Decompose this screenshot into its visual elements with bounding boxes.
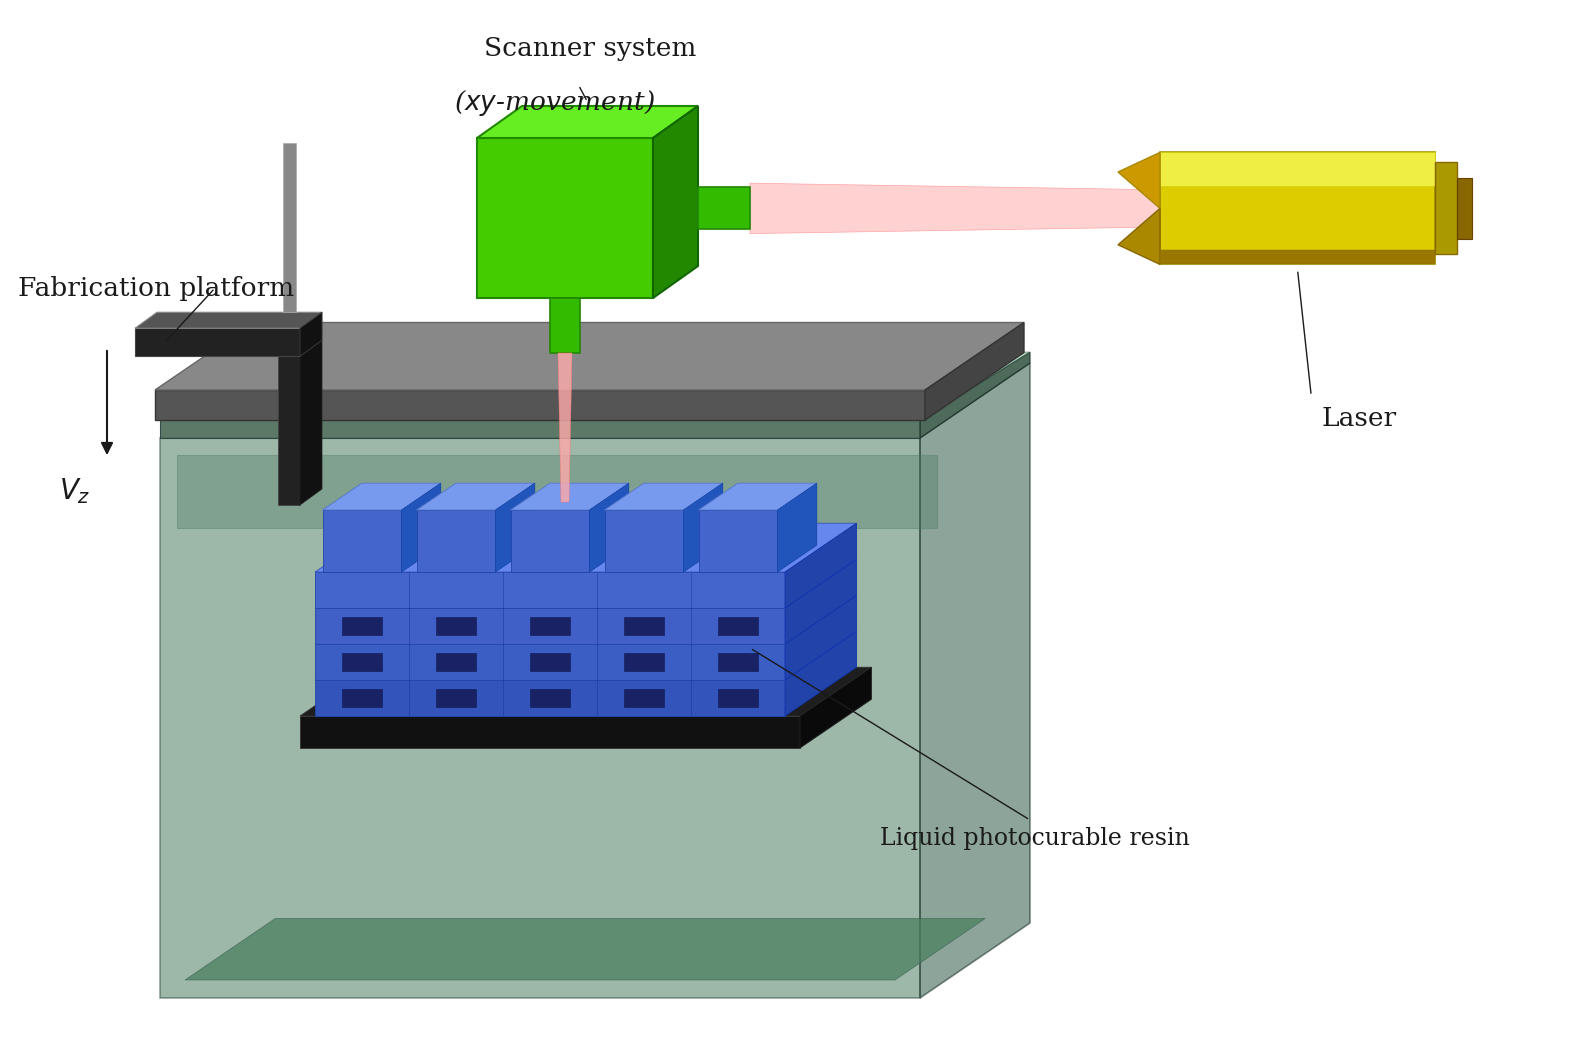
Polygon shape xyxy=(154,390,925,420)
Polygon shape xyxy=(784,631,857,716)
Polygon shape xyxy=(161,420,920,438)
Bar xyxy=(342,689,381,707)
Text: $V_z$: $V_z$ xyxy=(60,476,91,506)
Polygon shape xyxy=(315,644,784,680)
Bar xyxy=(624,653,663,671)
Polygon shape xyxy=(315,559,857,608)
Polygon shape xyxy=(315,595,857,644)
Polygon shape xyxy=(176,455,937,527)
Polygon shape xyxy=(416,484,536,510)
Text: ($xy$-movement): ($xy$-movement) xyxy=(455,88,655,118)
Polygon shape xyxy=(605,510,684,572)
Polygon shape xyxy=(315,608,784,644)
Polygon shape xyxy=(784,523,857,608)
Bar xyxy=(1457,178,1473,239)
Polygon shape xyxy=(315,680,784,716)
Bar xyxy=(531,689,570,707)
Polygon shape xyxy=(605,484,723,510)
Polygon shape xyxy=(323,510,402,572)
Text: Scanner system: Scanner system xyxy=(484,35,696,61)
Bar xyxy=(284,142,296,313)
Bar xyxy=(624,617,663,635)
Polygon shape xyxy=(161,352,1030,420)
Polygon shape xyxy=(654,106,698,298)
Bar xyxy=(1161,251,1435,265)
Polygon shape xyxy=(154,322,1024,390)
Polygon shape xyxy=(750,183,1184,234)
Polygon shape xyxy=(699,510,778,572)
Polygon shape xyxy=(402,484,441,572)
Polygon shape xyxy=(784,595,857,680)
Bar xyxy=(550,298,580,353)
Polygon shape xyxy=(920,362,1030,998)
Bar xyxy=(1161,152,1435,186)
Polygon shape xyxy=(315,631,857,680)
Polygon shape xyxy=(800,668,871,748)
Polygon shape xyxy=(558,353,572,502)
Bar xyxy=(1161,152,1435,265)
Polygon shape xyxy=(925,322,1024,420)
Polygon shape xyxy=(920,352,1030,438)
Polygon shape xyxy=(496,484,536,572)
Bar xyxy=(698,187,750,230)
Bar xyxy=(436,617,476,635)
Polygon shape xyxy=(416,510,496,572)
Polygon shape xyxy=(699,484,817,510)
Bar xyxy=(718,689,758,707)
Bar xyxy=(531,617,570,635)
Polygon shape xyxy=(135,328,299,356)
Polygon shape xyxy=(784,559,857,644)
Polygon shape xyxy=(477,106,698,138)
Polygon shape xyxy=(299,340,321,505)
Polygon shape xyxy=(1118,208,1161,265)
Bar xyxy=(624,689,663,707)
Bar xyxy=(531,653,570,671)
Bar xyxy=(342,617,381,635)
Polygon shape xyxy=(684,484,723,572)
Polygon shape xyxy=(323,484,441,510)
Polygon shape xyxy=(135,313,321,328)
Polygon shape xyxy=(315,523,857,572)
Polygon shape xyxy=(510,484,628,510)
Bar xyxy=(342,653,381,671)
Polygon shape xyxy=(299,716,800,748)
Polygon shape xyxy=(184,918,986,980)
Polygon shape xyxy=(315,572,784,608)
Text: Fabrication platform: Fabrication platform xyxy=(17,275,295,301)
Polygon shape xyxy=(299,668,871,716)
Polygon shape xyxy=(161,438,920,998)
Polygon shape xyxy=(279,356,299,505)
Bar xyxy=(718,653,758,671)
Text: Liquid photocurable resin: Liquid photocurable resin xyxy=(880,827,1189,849)
Text: Laser: Laser xyxy=(1321,405,1397,431)
Bar xyxy=(1435,163,1457,254)
Polygon shape xyxy=(477,138,654,298)
Bar xyxy=(436,653,476,671)
Polygon shape xyxy=(510,510,589,572)
Polygon shape xyxy=(589,484,628,572)
Polygon shape xyxy=(1118,152,1161,208)
Polygon shape xyxy=(778,484,817,572)
Polygon shape xyxy=(299,313,321,356)
Bar xyxy=(436,689,476,707)
Bar xyxy=(718,617,758,635)
